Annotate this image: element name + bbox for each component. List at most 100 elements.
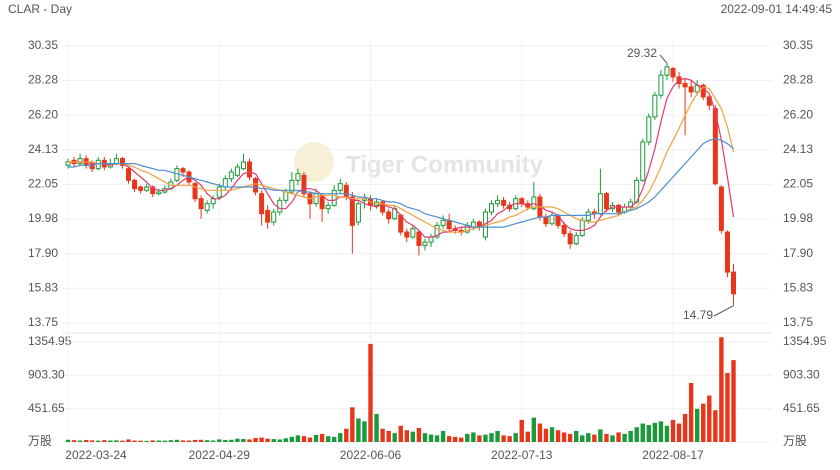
volume-tick-label: 万股 bbox=[28, 434, 52, 448]
volume-bar bbox=[513, 433, 518, 442]
y-tick-label-right: 24.13 bbox=[783, 142, 813, 156]
candle-body bbox=[682, 83, 688, 88]
volume-bar bbox=[174, 439, 180, 442]
candle-body bbox=[77, 158, 83, 165]
candle-body bbox=[549, 214, 555, 225]
volume-bar bbox=[96, 440, 101, 442]
volume-tick-label-right: 万股 bbox=[783, 434, 807, 448]
y-tick-label: 24.13 bbox=[28, 142, 58, 156]
candle-body bbox=[132, 179, 138, 190]
volume-bar bbox=[725, 373, 730, 442]
volume-bar bbox=[664, 425, 670, 442]
candle-body bbox=[150, 186, 156, 195]
candle-body bbox=[531, 196, 537, 210]
volume-bar bbox=[362, 421, 367, 442]
volume-bar bbox=[253, 437, 258, 442]
volume-bar bbox=[543, 428, 549, 442]
y-tick-label: 17.90 bbox=[28, 246, 58, 260]
candle-body bbox=[204, 203, 210, 211]
volume-bar bbox=[313, 434, 319, 442]
candle-body bbox=[398, 214, 404, 233]
candle-body bbox=[410, 228, 416, 238]
candle-body bbox=[731, 271, 736, 295]
volume-bar bbox=[446, 436, 452, 442]
y-tick-label-right: 28.28 bbox=[783, 73, 813, 87]
volume-bar bbox=[525, 431, 530, 442]
candle-body bbox=[616, 204, 622, 213]
candle-body bbox=[222, 178, 228, 188]
volume-bar bbox=[265, 438, 270, 442]
candle-body bbox=[138, 186, 144, 191]
volume-bar bbox=[695, 408, 700, 442]
candle-body bbox=[446, 219, 452, 230]
volume-bar bbox=[628, 430, 633, 442]
volume-bar bbox=[483, 434, 488, 442]
candle-body bbox=[331, 189, 337, 206]
volume-bar bbox=[652, 422, 658, 442]
x-tick-label: 2022-03-24 bbox=[65, 448, 127, 462]
volume-bar bbox=[471, 432, 476, 442]
candle-body bbox=[603, 193, 609, 210]
volume-bar bbox=[713, 410, 718, 442]
volume-bar bbox=[350, 407, 355, 442]
candle-body bbox=[337, 183, 343, 191]
low-label: 14.79 bbox=[683, 308, 713, 322]
volume-tick-label-right: 1354.95 bbox=[783, 334, 827, 348]
y-tick-label-right: 17.90 bbox=[783, 246, 813, 260]
candle-body bbox=[228, 171, 234, 180]
volume-bar bbox=[380, 428, 385, 442]
candle-body bbox=[156, 191, 162, 195]
low-pointer bbox=[713, 305, 734, 317]
candle-body bbox=[192, 183, 198, 200]
volume-bar bbox=[114, 440, 119, 442]
y-tick-label-right: 22.05 bbox=[783, 177, 813, 191]
volume-bar bbox=[586, 433, 591, 442]
y-tick-label-right: 26.20 bbox=[783, 107, 813, 121]
volume-bar bbox=[295, 435, 301, 442]
volume-bar bbox=[555, 430, 561, 442]
volume-bar bbox=[416, 427, 422, 442]
candle-body bbox=[277, 199, 283, 213]
volume-bar bbox=[356, 418, 361, 442]
volume-tick-label-right: 903.30 bbox=[783, 368, 820, 382]
volume-bar bbox=[507, 436, 512, 442]
candle-body bbox=[658, 74, 664, 96]
y-tick-label-right: 19.98 bbox=[783, 211, 813, 225]
volume-bar bbox=[241, 439, 246, 442]
volume-bar bbox=[622, 433, 627, 442]
volume-bar bbox=[537, 423, 543, 442]
candle-body bbox=[404, 231, 410, 238]
volume-bar bbox=[71, 440, 77, 442]
volume-bar bbox=[592, 434, 597, 442]
candle-body bbox=[295, 173, 301, 181]
y-tick-label: 22.05 bbox=[28, 177, 58, 191]
candle-body bbox=[144, 186, 150, 191]
volume-bar bbox=[707, 395, 712, 442]
volume-bar bbox=[440, 430, 446, 442]
x-tick-label: 2022-08-17 bbox=[642, 448, 704, 462]
volume-bar bbox=[325, 436, 331, 442]
candle-body bbox=[664, 66, 670, 76]
volume-bar bbox=[338, 433, 343, 442]
volume-bar bbox=[65, 439, 71, 442]
volume-bar bbox=[489, 433, 494, 442]
y-tick-label-right: 13.75 bbox=[783, 315, 813, 329]
x-tick-label: 2022-06-06 bbox=[340, 448, 402, 462]
candle-body bbox=[216, 186, 222, 198]
volume-bar bbox=[198, 439, 204, 442]
candle-body bbox=[440, 219, 446, 226]
candle-body bbox=[724, 231, 730, 273]
candle-body bbox=[501, 199, 507, 206]
candle-body bbox=[688, 86, 694, 93]
volume-bar bbox=[658, 421, 664, 442]
volume-bar bbox=[120, 440, 125, 442]
volume-bar bbox=[531, 417, 537, 442]
volume-bar bbox=[217, 439, 222, 442]
candle-body bbox=[434, 224, 440, 238]
y-tick-label: 30.35 bbox=[28, 38, 58, 52]
volume-bar bbox=[368, 343, 373, 442]
y-tick-label-right: 30.35 bbox=[783, 38, 813, 52]
candle-body bbox=[313, 193, 319, 205]
y-tick-label-right: 15.83 bbox=[783, 280, 813, 294]
candle-body bbox=[198, 198, 204, 210]
